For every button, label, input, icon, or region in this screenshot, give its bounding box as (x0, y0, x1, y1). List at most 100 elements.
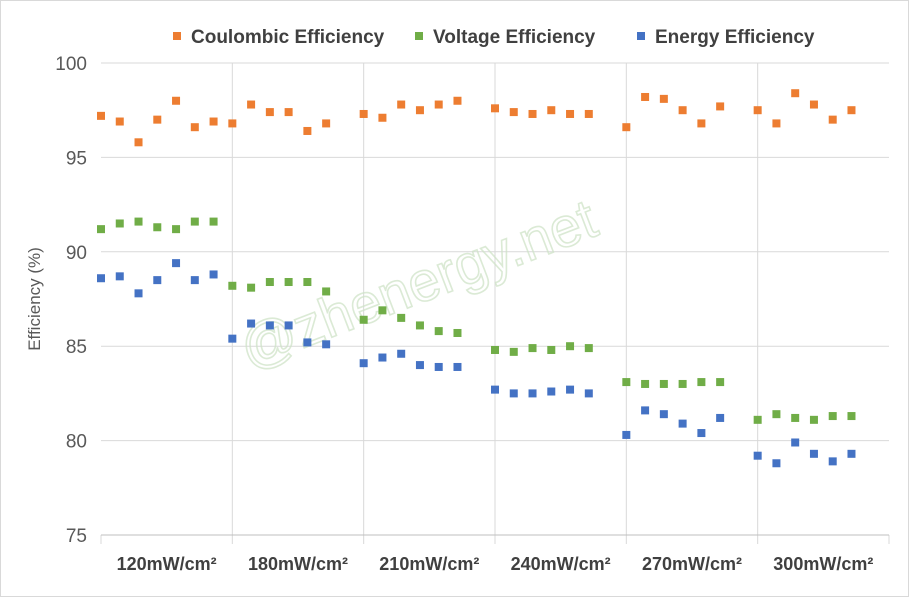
point-voltage-efficiency (641, 379, 650, 388)
point-coulombic-efficiency (115, 117, 124, 126)
gridlines (100, 62, 890, 544)
point-coulombic-efficiency (509, 108, 518, 117)
point-coulombic-efficiency (791, 89, 800, 98)
point-coulombic-efficiency (491, 104, 499, 113)
point-energy-efficiency (172, 259, 181, 268)
x-category-label: 120mW/cm² (117, 554, 217, 574)
x-category-label: 240mW/cm² (511, 554, 611, 574)
point-coulombic-efficiency (828, 115, 837, 124)
point-voltage-efficiency (697, 378, 706, 387)
point-energy-efficiency (772, 459, 781, 468)
point-voltage-efficiency (809, 415, 818, 424)
point-energy-efficiency (97, 274, 105, 283)
point-voltage-efficiency (397, 313, 406, 322)
point-voltage-efficiency (622, 378, 631, 387)
point-energy-efficiency (434, 362, 443, 371)
point-voltage-efficiency (190, 217, 199, 226)
point-coulombic-efficiency (190, 123, 199, 132)
legend-marker (415, 32, 423, 40)
point-voltage-efficiency (209, 217, 218, 226)
point-voltage-efficiency (547, 345, 556, 354)
point-energy-efficiency (265, 321, 274, 330)
point-coulombic-efficiency (641, 92, 650, 101)
point-voltage-efficiency (584, 344, 593, 353)
point-voltage-efficiency (172, 225, 181, 234)
point-coulombic-efficiency (378, 113, 387, 122)
point-energy-efficiency (397, 349, 406, 358)
point-voltage-efficiency (453, 328, 462, 337)
point-energy-efficiency (622, 430, 631, 439)
point-voltage-efficiency (115, 219, 124, 228)
point-voltage-efficiency (247, 283, 256, 292)
point-energy-efficiency (847, 449, 856, 458)
x-category-label: 270mW/cm² (642, 554, 742, 574)
y-tick-label: 85 (66, 337, 87, 358)
point-coulombic-efficiency (247, 100, 256, 109)
point-energy-efficiency (115, 272, 124, 281)
point-energy-efficiency (284, 321, 293, 330)
point-coulombic-efficiency (528, 109, 537, 118)
point-voltage-efficiency (491, 345, 499, 354)
point-voltage-efficiency (791, 413, 800, 422)
point-energy-efficiency (566, 385, 575, 394)
x-category-label: 300mW/cm² (773, 554, 873, 574)
point-coulombic-efficiency (303, 126, 312, 135)
point-coulombic-efficiency (678, 106, 687, 115)
point-voltage-efficiency (303, 278, 312, 287)
point-coulombic-efficiency (97, 111, 105, 120)
legend-label: Coulombic Efficiency (191, 27, 385, 48)
point-voltage-efficiency (322, 287, 331, 296)
point-coulombic-efficiency (809, 100, 818, 109)
point-voltage-efficiency (828, 412, 837, 421)
data-points (97, 89, 856, 468)
point-coulombic-efficiency (584, 109, 593, 118)
point-energy-efficiency (378, 353, 387, 362)
point-coulombic-efficiency (134, 138, 143, 147)
point-coulombic-efficiency (415, 106, 424, 115)
point-voltage-efficiency (284, 278, 293, 287)
axes: 75 80 85 90 95 100 120mW/cm² 180mW/cm² 210mW/cm²… (55, 54, 889, 574)
point-coulombic-efficiency (753, 106, 762, 115)
point-energy-efficiency (209, 270, 218, 279)
legend-marker (173, 32, 181, 40)
x-category-label: 210mW/cm² (379, 554, 479, 574)
point-coulombic-efficiency (847, 106, 856, 115)
point-energy-efficiency (828, 457, 837, 466)
x-category-label: 180mW/cm² (248, 554, 348, 574)
point-coulombic-efficiency (265, 108, 274, 117)
point-coulombic-efficiency (659, 94, 668, 103)
point-coulombic-efficiency (209, 117, 218, 126)
point-energy-efficiency (303, 338, 312, 347)
y-tick-label: 100 (55, 54, 87, 75)
point-voltage-efficiency (659, 379, 668, 388)
point-voltage-efficiency (359, 315, 368, 324)
point-energy-efficiency (528, 389, 537, 398)
point-voltage-efficiency (97, 225, 105, 234)
legend-label: Energy Efficiency (655, 27, 815, 48)
point-coulombic-efficiency (453, 96, 462, 105)
point-voltage-efficiency (265, 278, 274, 287)
point-energy-efficiency (584, 389, 593, 398)
point-voltage-efficiency (134, 217, 143, 226)
point-energy-efficiency (678, 419, 687, 428)
point-voltage-efficiency (753, 415, 762, 424)
point-energy-efficiency (453, 362, 462, 371)
point-voltage-efficiency (772, 410, 781, 419)
point-coulombic-efficiency (697, 119, 706, 128)
point-energy-efficiency (415, 361, 424, 370)
point-energy-efficiency (659, 410, 668, 419)
y-tick-label: 75 (66, 526, 87, 547)
point-energy-efficiency (697, 429, 706, 438)
legend-label: Voltage Efficiency (433, 27, 596, 48)
point-energy-efficiency (547, 387, 556, 396)
point-energy-efficiency (322, 340, 331, 349)
point-voltage-efficiency (566, 342, 575, 351)
point-energy-efficiency (641, 406, 650, 415)
point-voltage-efficiency (678, 379, 687, 388)
point-voltage-efficiency (415, 321, 424, 330)
point-coulombic-efficiency (622, 123, 631, 132)
point-energy-efficiency (247, 319, 256, 328)
point-voltage-efficiency (528, 344, 537, 353)
